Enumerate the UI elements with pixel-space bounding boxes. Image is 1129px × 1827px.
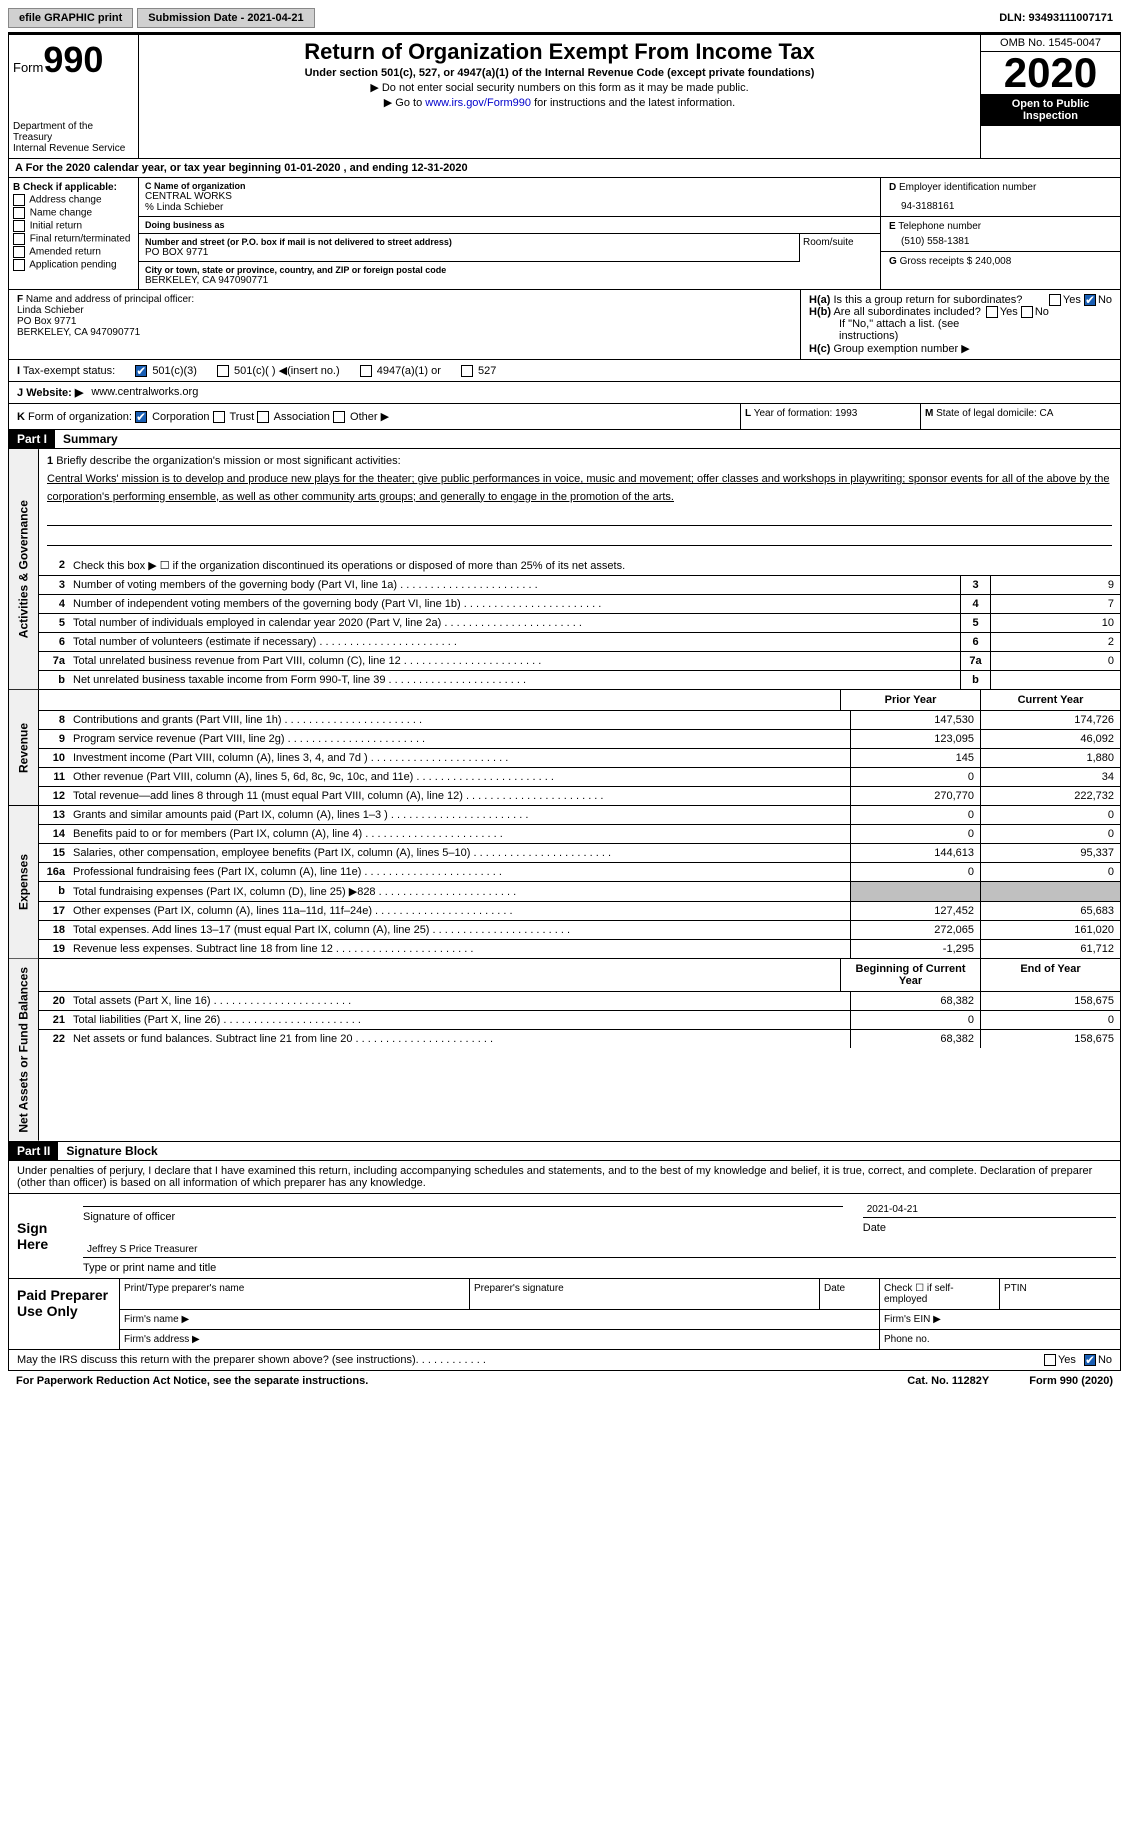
period-row: A For the 2020 calendar year, or tax yea… [8, 159, 1121, 178]
state-domicile: CA [1040, 408, 1054, 419]
cb-address[interactable]: Address change [13, 194, 134, 206]
inspection-label: Open to Public Inspection [981, 94, 1120, 126]
form-number: Form990 [13, 39, 134, 81]
cb-name[interactable]: Name change [13, 207, 134, 219]
officer-addr1: PO Box 9771 [17, 316, 76, 327]
cb-4947[interactable]: 4947(a)(1) or [360, 365, 441, 377]
topbar: efile GRAPHIC print Submission Date - 20… [8, 8, 1121, 34]
city-state-zip: BERKELEY, CA 947090771 [145, 275, 874, 286]
cb-501c3[interactable]: 501(c)(3) [135, 365, 197, 377]
street-address: PO BOX 9771 [145, 247, 793, 258]
part2-title: Signature Block [66, 1144, 157, 1158]
dln-label: DLN: 93493111007171 [999, 12, 1121, 24]
cat-number: Cat. No. 11282Y [907, 1375, 989, 1387]
cb-501c[interactable]: 501(c)( ) ◀(insert no.) [217, 364, 340, 377]
cb-amended[interactable]: Amended return [13, 246, 134, 258]
gross-receipts: 240,008 [975, 256, 1011, 267]
section-b: B Check if applicable: Address change Na… [9, 178, 139, 289]
paperwork-notice: For Paperwork Reduction Act Notice, see … [16, 1375, 368, 1387]
vtab-revenue: Revenue [9, 690, 39, 805]
dept-label: Department of the Treasury Internal Reve… [13, 121, 134, 154]
instr-ssn: ▶ Do not enter social security numbers o… [143, 81, 976, 94]
ein: 94-3188161 [901, 201, 1112, 212]
form-title: Return of Organization Exempt From Incom… [143, 39, 976, 65]
instr-link: ▶ Go to www.irs.gov/Form990 for instruct… [143, 96, 976, 109]
cb-trust[interactable]: Trust [213, 411, 255, 423]
cb-discuss-no[interactable]: No [1084, 1354, 1112, 1366]
cb-initial[interactable]: Initial return [13, 220, 134, 232]
vtab-governance: Activities & Governance [9, 449, 39, 689]
officer-name: Linda Schieber [17, 305, 84, 316]
vtab-netassets: Net Assets or Fund Balances [9, 959, 39, 1141]
care-of: % Linda Schieber [145, 202, 874, 213]
perjury-text: Under penalties of perjury, I declare th… [9, 1161, 1120, 1194]
submission-button[interactable]: Submission Date - 2021-04-21 [137, 8, 314, 28]
cb-pending[interactable]: Application pending [13, 259, 134, 271]
sign-here-label: Sign Here [9, 1194, 79, 1278]
cb-other[interactable]: Other ▶ [333, 411, 389, 423]
officer-name-title: Jeffrey S Price Treasurer [83, 1242, 1116, 1258]
form-footer: Form 990 (2020) [1029, 1375, 1113, 1387]
tax-year: 2020 [981, 52, 1120, 94]
vtab-expenses: Expenses [9, 806, 39, 958]
room-suite: Room/suite [800, 234, 880, 262]
efile-button[interactable]: efile GRAPHIC print [8, 8, 133, 28]
officer-addr2: BERKELEY, CA 947090771 [17, 327, 140, 338]
mission-text: Central Works' mission is to develop and… [47, 471, 1112, 506]
form-subtitle: Under section 501(c), 527, or 4947(a)(1)… [143, 67, 976, 79]
discuss-question: May the IRS discuss this return with the… [17, 1354, 416, 1366]
website-url: www.centralworks.org [91, 386, 198, 399]
year-formation: 1993 [835, 408, 857, 419]
irs-link[interactable]: www.irs.gov/Form990 [425, 97, 531, 109]
sig-date: 2021-04-21 [863, 1202, 1116, 1218]
cb-discuss-yes[interactable]: Yes [1044, 1354, 1076, 1366]
org-name: CENTRAL WORKS [145, 191, 874, 202]
part1-header: Part I [9, 430, 55, 448]
phone: (510) 558-1381 [901, 236, 1112, 247]
cb-corp[interactable]: Corporation [135, 411, 210, 423]
form-header: Form990 Department of the Treasury Inter… [8, 34, 1121, 159]
cb-assoc[interactable]: Association [257, 411, 330, 423]
cb-527[interactable]: 527 [461, 365, 496, 377]
preparer-label: Paid Preparer Use Only [9, 1279, 119, 1349]
cb-final[interactable]: Final return/terminated [13, 233, 134, 245]
part2-header: Part II [9, 1142, 58, 1160]
part1-title: Summary [63, 432, 118, 446]
